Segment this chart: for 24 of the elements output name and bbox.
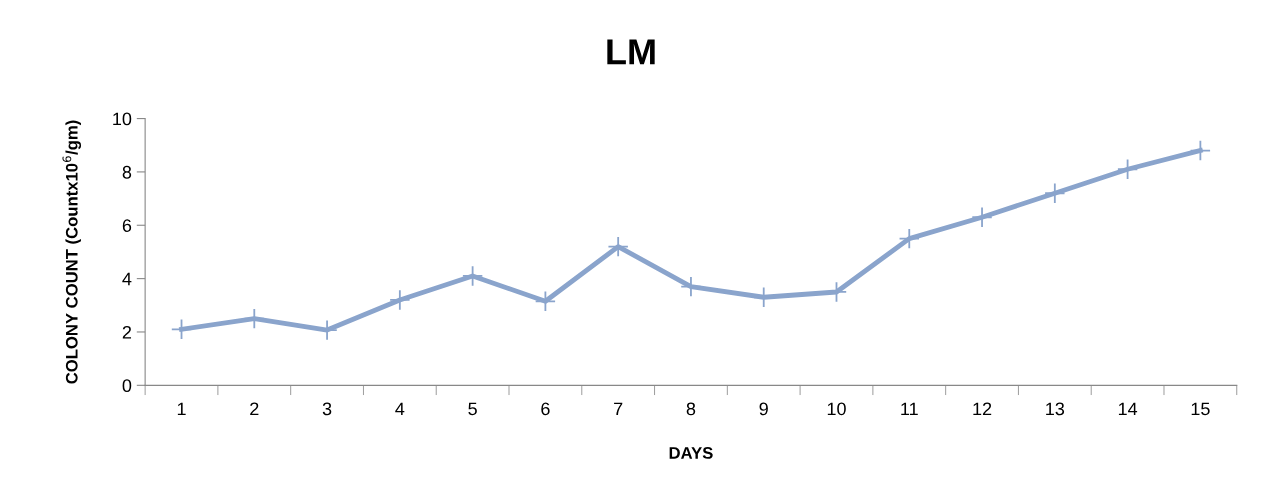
x-tick-label: 8 bbox=[686, 402, 696, 416]
y-tick-label: 0 bbox=[122, 379, 132, 393]
x-tick-label: 2 bbox=[250, 402, 259, 416]
y-axis-title: COLONY COUNT (Countx10$^{6}$/gm) bbox=[62, 120, 82, 384]
x-tick-label: 6 bbox=[541, 402, 550, 416]
y-tick-label: 2 bbox=[122, 325, 132, 339]
x-tick-label: 4 bbox=[395, 402, 405, 416]
x-tick-label: 9 bbox=[759, 402, 768, 416]
y-tick-label: 6 bbox=[122, 219, 132, 232]
x-tick-label: 11 bbox=[901, 402, 918, 416]
x-tick-label: 15 bbox=[1191, 402, 1210, 416]
x-tick-label: 10 bbox=[827, 402, 846, 416]
x-tick-label: 13 bbox=[1046, 402, 1065, 416]
y-tick-label: 8 bbox=[122, 165, 132, 179]
x-tick-label: 5 bbox=[468, 402, 477, 416]
x-axis-title: DAYS bbox=[669, 447, 713, 459]
x-tick-label: 12 bbox=[973, 402, 992, 416]
x-tick-label: 14 bbox=[1118, 402, 1138, 416]
x-tick-label: 7 bbox=[614, 402, 623, 416]
y-tick-label: 10 bbox=[113, 112, 132, 126]
x-tick-label: 1 bbox=[177, 402, 186, 416]
x-tick-label: 3 bbox=[322, 402, 332, 416]
chart-title: LM bbox=[607, 39, 655, 65]
y-tick-label: 4 bbox=[122, 272, 132, 286]
